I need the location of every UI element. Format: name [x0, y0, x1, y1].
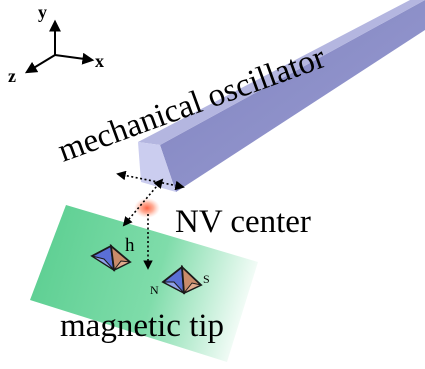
magnetic-tip-label: magnetic tip: [60, 308, 224, 344]
oscillator-top-face: [138, 0, 425, 145]
oscillator-side-face: [160, 0, 425, 192]
coordinate-axes: y x z: [8, 2, 104, 86]
x-axis-arrow: [54, 52, 95, 65]
oscillation-z-arrow: [122, 178, 164, 227]
magnet-right-icon: [161, 264, 203, 295]
y-axis-label: y: [38, 2, 47, 22]
z-axis-label: z: [8, 66, 16, 86]
x-axis-label: x: [95, 51, 104, 71]
magnetic-tip-plate: [30, 205, 258, 362]
magnet-left-icon: [90, 243, 132, 272]
z-axis-arrow: [24, 54, 56, 74]
south-pole-label: S: [203, 272, 210, 286]
height-label: h: [125, 235, 135, 256]
north-pole-label: N: [150, 283, 159, 297]
nv-center-label: NV center: [175, 204, 311, 240]
